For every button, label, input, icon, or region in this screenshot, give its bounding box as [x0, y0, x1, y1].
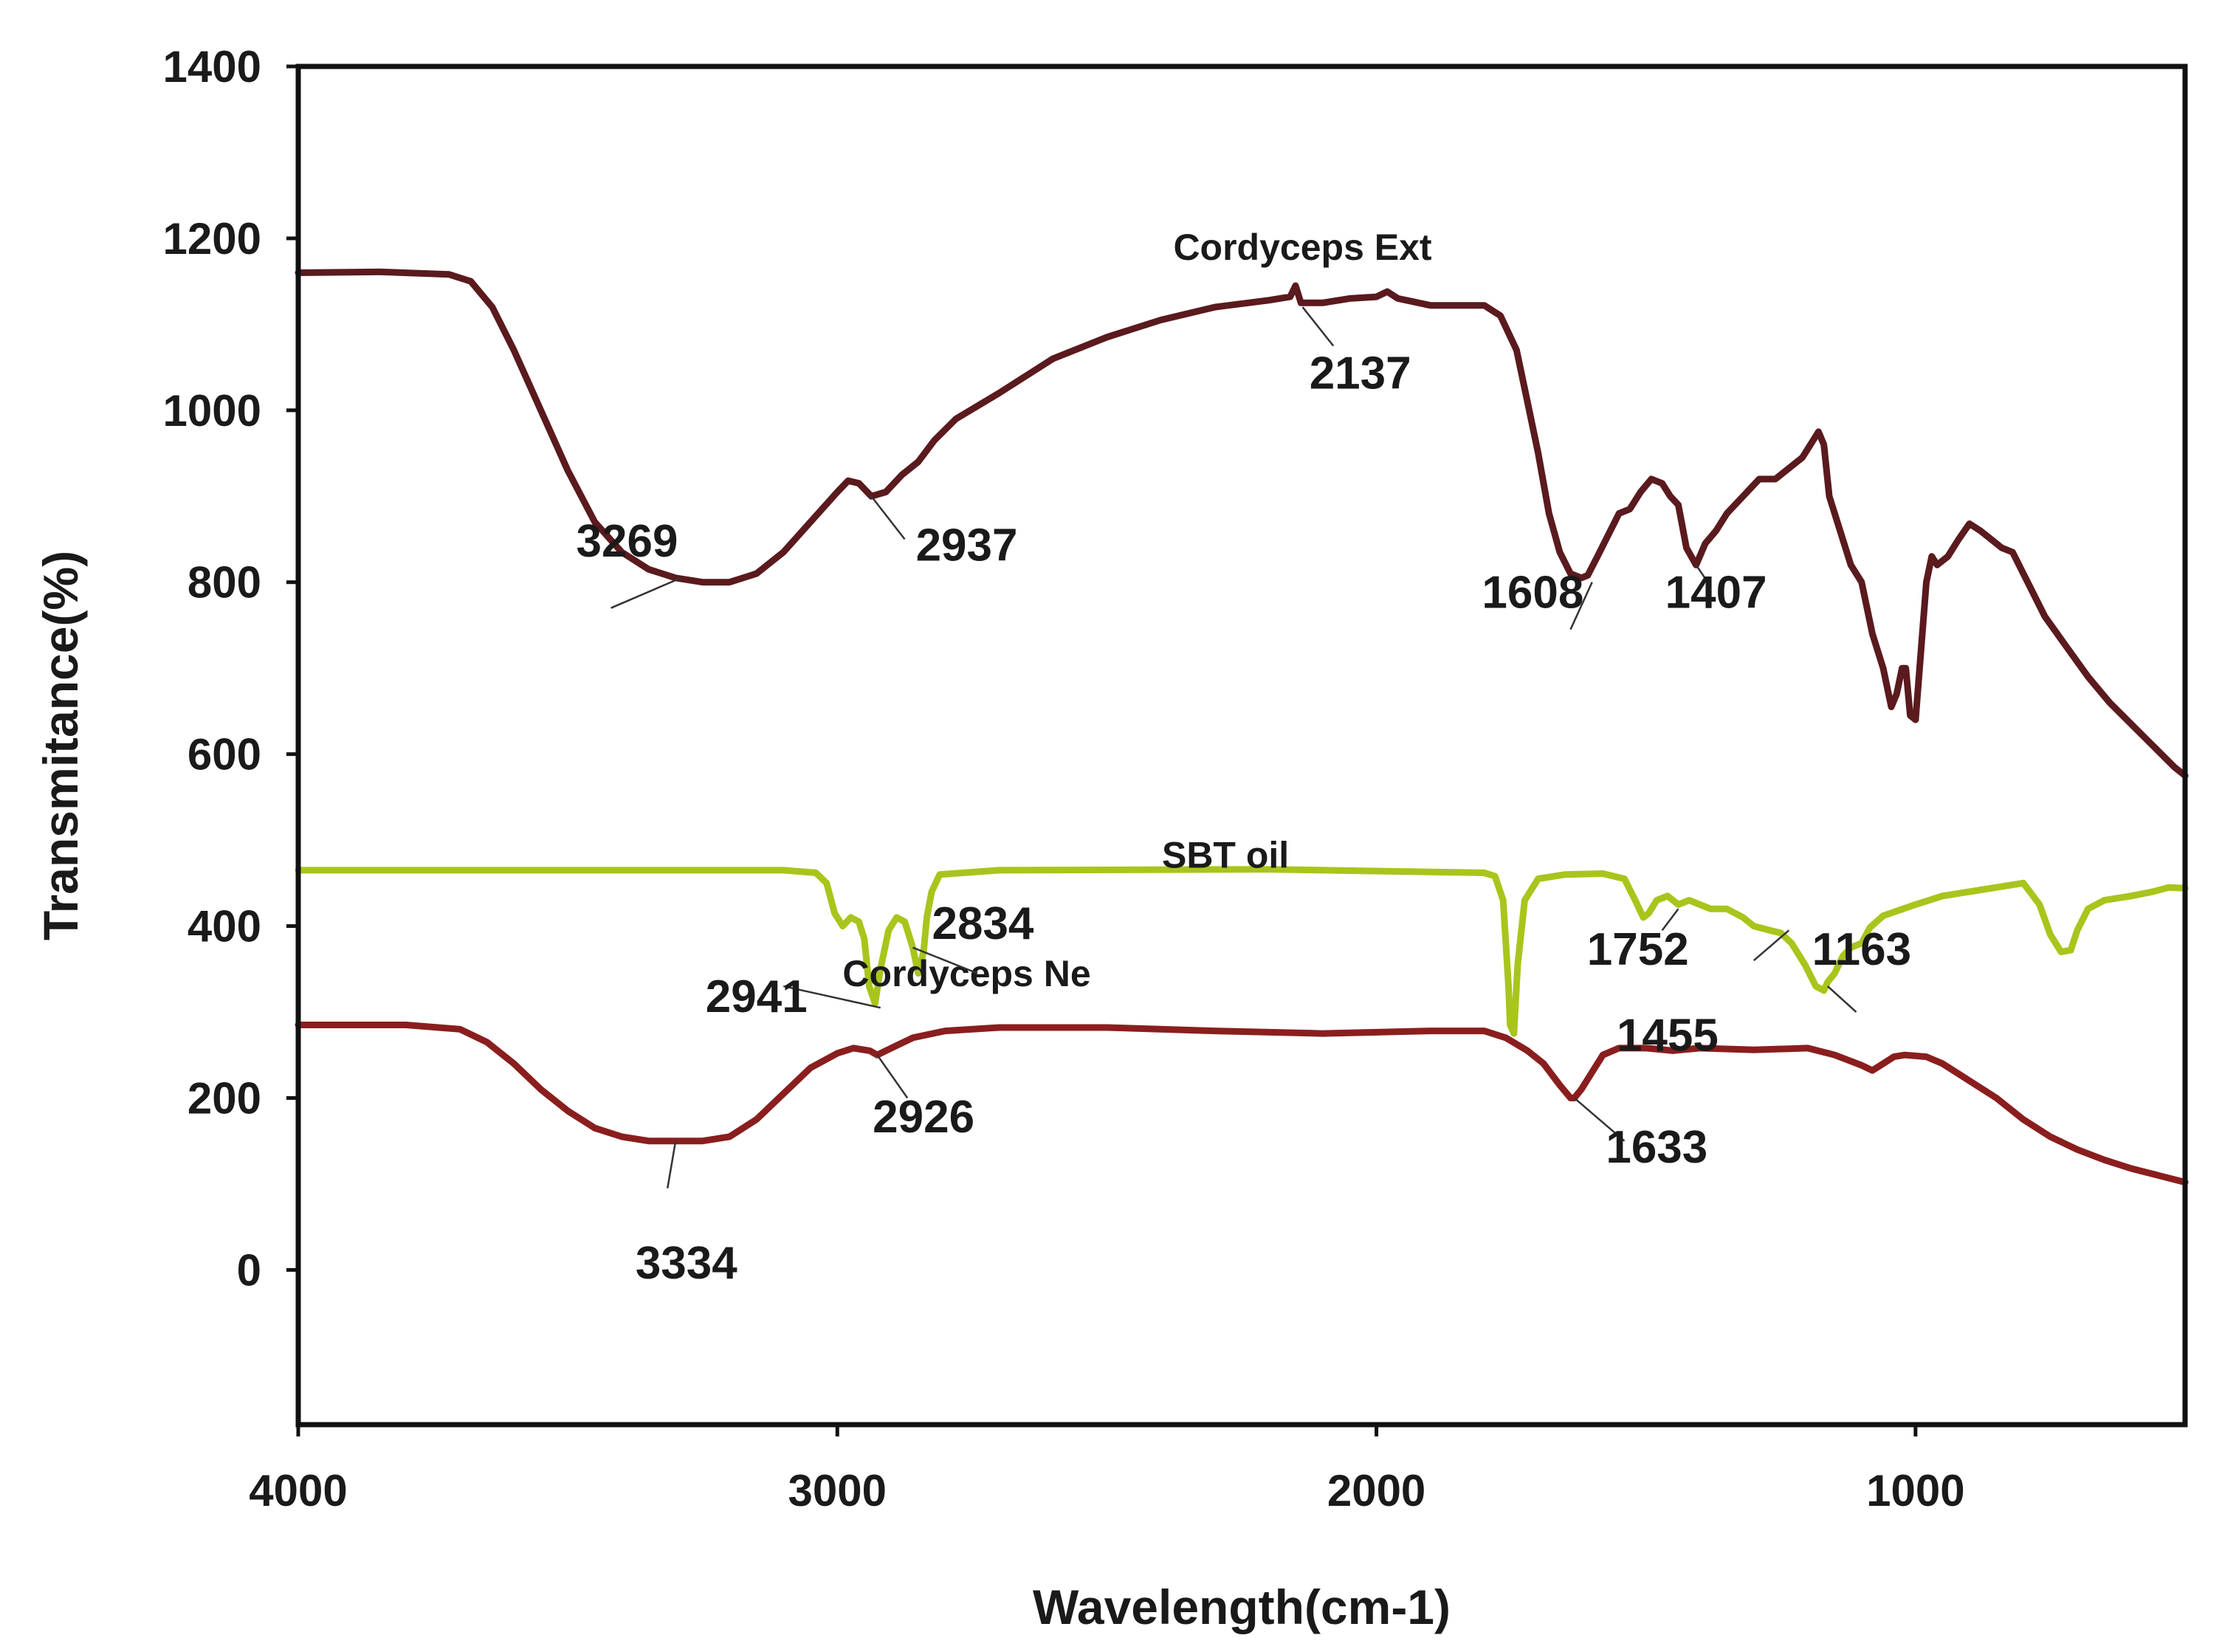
x-tick-label: 3000: [788, 1466, 887, 1515]
y-tick-label: 1200: [163, 214, 261, 264]
peak-leader-line: [1301, 306, 1335, 347]
peak-leader-line: [1753, 929, 1790, 962]
peak-leader-line: [1695, 564, 1712, 588]
series-line-cordyceps-ext: [295, 268, 2189, 779]
peak-leader-line: [912, 946, 978, 974]
peak-label: 1752: [1587, 924, 1689, 975]
y-tick-label: 1400: [163, 42, 261, 92]
peak-label: 2137: [1310, 348, 1411, 399]
y-tick-label: 200: [188, 1073, 261, 1123]
peak-leader-line: [1661, 908, 1679, 932]
y-tick-label: 800: [188, 558, 261, 608]
series-label-sbt-oil: SBT oil: [1162, 834, 1289, 875]
peak-leader-line: [1569, 582, 1593, 630]
series-layer: Cordyceps Ext SBT oil Cordyceps Ne: [295, 227, 2189, 1186]
peak-label: 2941: [706, 971, 808, 1022]
series-line-sbt-oil: [295, 866, 2189, 1037]
peak-label: 2834: [932, 898, 1033, 949]
peak-leader-line: [1573, 1097, 1626, 1142]
series-label-cordyceps-ext: Cordyceps Ext: [1173, 227, 1431, 268]
x-tick-label: 1000: [1866, 1466, 1964, 1515]
peak-label: 1407: [1665, 568, 1767, 619]
peak-leader-line: [610, 577, 681, 609]
peak-label: 2937: [916, 520, 1018, 571]
plot-frame: [295, 63, 2188, 1428]
peak-label: 1163: [1812, 924, 1912, 975]
x-tick-label: 2000: [1327, 1466, 1425, 1515]
x-tick-label: 4000: [249, 1466, 347, 1515]
peak-leader-line: [667, 1140, 677, 1188]
peak-leader-line: [782, 985, 881, 1009]
peak-label: 3334: [636, 1238, 737, 1289]
x-axis-title: Wavelength(cm-1): [1033, 1580, 1451, 1634]
peak-label: 1633: [1606, 1122, 1707, 1173]
peak-leader-line: [870, 495, 906, 540]
y-tick-label: 1000: [163, 386, 261, 436]
series-label-cordyceps-ne: Cordyceps Ne: [842, 953, 1090, 994]
y-tick-label: 0: [237, 1245, 261, 1295]
peak-label: 3269: [577, 516, 678, 567]
peak-label: 1608: [1482, 568, 1583, 619]
peak-label: 1455: [1617, 1010, 1719, 1061]
y-tick-label: 600: [188, 730, 261, 779]
peak-label: 2926: [873, 1092, 974, 1143]
annotation-layer: 3269 2937 2137 1608 1407 2941 2834 1752 1455 1163…: [577, 306, 1912, 1289]
peak-leader-line: [876, 1054, 909, 1099]
y-tick-label: 400: [188, 902, 261, 951]
y-axis-title: Transmitance(%): [33, 551, 88, 940]
peak-leader-line: [1826, 985, 1857, 1013]
